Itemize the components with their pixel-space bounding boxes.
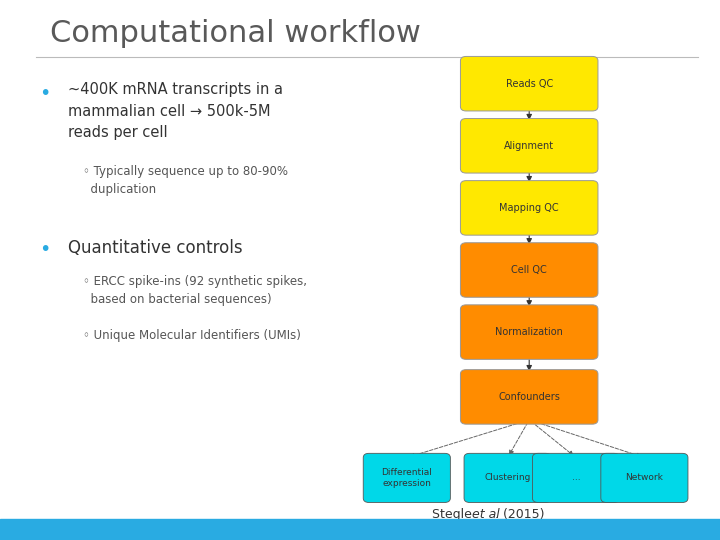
Text: ◦ Unique Molecular Identifiers (UMIs): ◦ Unique Molecular Identifiers (UMIs) bbox=[83, 329, 301, 342]
FancyBboxPatch shape bbox=[533, 454, 620, 502]
Text: Quantitative controls: Quantitative controls bbox=[68, 239, 243, 256]
Text: Mapping QC: Mapping QC bbox=[500, 203, 559, 213]
FancyBboxPatch shape bbox=[461, 369, 598, 424]
FancyBboxPatch shape bbox=[601, 454, 688, 502]
Text: Stegle: Stegle bbox=[432, 508, 476, 521]
Text: ◦ ERCC spike-ins (92 synthetic spikes,
  based on bacterial sequences): ◦ ERCC spike-ins (92 synthetic spikes, b… bbox=[83, 275, 307, 306]
Text: Reads QC: Reads QC bbox=[505, 79, 553, 89]
Text: Network: Network bbox=[626, 474, 663, 482]
Text: •: • bbox=[40, 240, 51, 259]
Text: Clustering: Clustering bbox=[485, 474, 531, 482]
Text: Differential
expression: Differential expression bbox=[382, 468, 432, 488]
FancyBboxPatch shape bbox=[461, 305, 598, 360]
FancyBboxPatch shape bbox=[461, 243, 598, 297]
Bar bbox=[0, 519, 720, 540]
Text: ~400K mRNA transcripts in a
mammalian cell → 500k-5M
reads per cell: ~400K mRNA transcripts in a mammalian ce… bbox=[68, 82, 284, 140]
Text: Computational workflow: Computational workflow bbox=[50, 19, 421, 48]
Text: ◦ Typically sequence up to 80-90%
  duplication: ◦ Typically sequence up to 80-90% duplic… bbox=[83, 165, 288, 195]
Text: ...: ... bbox=[572, 474, 580, 482]
FancyBboxPatch shape bbox=[464, 454, 552, 502]
FancyBboxPatch shape bbox=[363, 454, 451, 502]
Text: •: • bbox=[40, 84, 51, 103]
FancyBboxPatch shape bbox=[461, 119, 598, 173]
Text: . (2015): . (2015) bbox=[495, 508, 545, 521]
Text: Confounders: Confounders bbox=[498, 392, 560, 402]
Text: Cell QC: Cell QC bbox=[511, 265, 547, 275]
FancyBboxPatch shape bbox=[461, 56, 598, 111]
FancyBboxPatch shape bbox=[461, 180, 598, 235]
Text: Normalization: Normalization bbox=[495, 327, 563, 337]
Text: et al: et al bbox=[472, 508, 500, 521]
Text: Alignment: Alignment bbox=[504, 141, 554, 151]
